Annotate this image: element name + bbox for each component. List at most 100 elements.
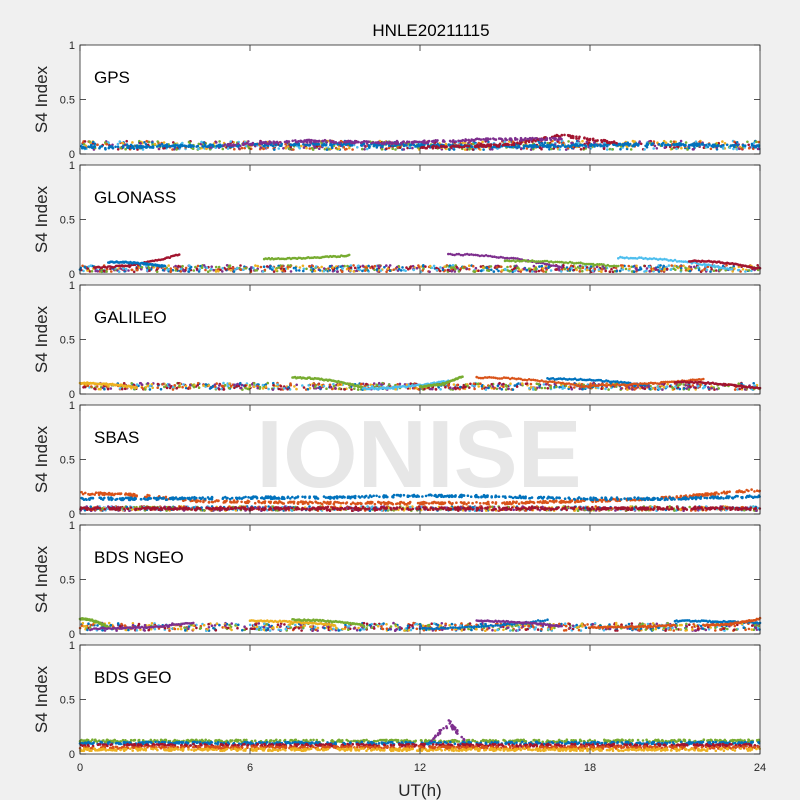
data-point: [742, 144, 745, 147]
data-point: [365, 142, 369, 145]
data-point: [279, 385, 283, 388]
data-point: [722, 147, 725, 150]
data-point: [353, 387, 356, 391]
data-point: [149, 384, 152, 388]
data-point: [624, 142, 628, 146]
data-point: [560, 266, 563, 269]
data-point: [549, 269, 553, 272]
data-point: [602, 147, 606, 151]
data-point: [275, 140, 279, 144]
data-point: [188, 386, 192, 390]
data-point: [694, 140, 698, 143]
data-point: [658, 387, 661, 391]
data-point: [215, 145, 219, 148]
data-point: [755, 140, 758, 144]
data-point: [292, 143, 296, 146]
data-point: [650, 143, 653, 147]
data-point: [475, 382, 479, 386]
data-point: [289, 145, 293, 149]
data-point: [116, 145, 120, 149]
data-point: [103, 387, 106, 391]
data-point: [498, 386, 502, 390]
data-point: [689, 385, 692, 389]
data-point: [106, 387, 110, 391]
data-point: [187, 145, 190, 148]
data-point: [637, 143, 640, 146]
data-point: [456, 383, 459, 387]
data-point: [271, 266, 275, 270]
data-point: [426, 145, 430, 148]
data-point: [672, 146, 676, 149]
data-point: [414, 140, 418, 144]
data-point: [449, 266, 453, 269]
data-point: [540, 264, 544, 268]
data-point: [496, 384, 500, 388]
data-point: [645, 267, 649, 270]
data-point: [510, 145, 513, 149]
data-point: [452, 148, 456, 151]
y-tick-label: 0.5: [60, 95, 75, 107]
data-point: [710, 144, 714, 148]
data-point: [254, 264, 257, 267]
axes-background: [80, 285, 760, 394]
data-point: [467, 138, 471, 142]
data-point: [733, 267, 736, 270]
data-point: [420, 140, 424, 144]
data-point: [538, 265, 541, 268]
data-point: [148, 269, 151, 272]
data-point: [608, 147, 612, 151]
data-point: [509, 265, 512, 268]
data-point: [428, 270, 431, 274]
data-point: [214, 265, 218, 269]
data-point: [143, 141, 146, 144]
data-point: [683, 144, 686, 147]
data-point: [279, 141, 282, 144]
data-point: [197, 142, 201, 146]
data-point: [533, 143, 536, 147]
data-point: [209, 143, 212, 146]
data-point: [697, 268, 701, 272]
data-point: [256, 264, 260, 268]
data-point: [566, 146, 570, 150]
data-point: [454, 140, 458, 143]
data-point: [721, 140, 724, 143]
data-point: [313, 143, 317, 146]
data-point: [512, 142, 516, 145]
data-point: [701, 143, 705, 146]
data-point: [252, 385, 256, 389]
data-point: [658, 267, 662, 271]
data-point: [155, 270, 159, 274]
data-point: [561, 387, 564, 390]
data-point: [487, 386, 490, 390]
data-point: [117, 270, 121, 274]
data-point: [502, 382, 505, 386]
data-point: [362, 140, 366, 143]
data-point: [710, 387, 713, 390]
data-point: [244, 384, 247, 387]
data-point: [407, 267, 410, 271]
data-point: [641, 386, 644, 389]
data-point: [508, 140, 511, 143]
data-point: [131, 145, 134, 149]
data-point: [461, 375, 464, 379]
data-point: [570, 144, 574, 147]
data-point: [236, 266, 239, 270]
data-point: [304, 143, 307, 147]
data-point: [537, 269, 541, 273]
data-point: [481, 266, 485, 269]
y-axis-label: S4 Index: [32, 185, 51, 253]
data-point: [559, 137, 563, 141]
data-point: [671, 386, 675, 390]
data-point: [361, 147, 364, 151]
data-point: [226, 144, 230, 147]
data-point: [217, 265, 221, 269]
data-point: [675, 147, 678, 151]
data-point: [298, 266, 302, 269]
data-point: [100, 270, 103, 274]
data-point: [263, 144, 266, 148]
data-point: [613, 141, 616, 144]
data-point: [457, 270, 461, 273]
data-point: [136, 268, 139, 272]
data-point: [492, 270, 496, 273]
